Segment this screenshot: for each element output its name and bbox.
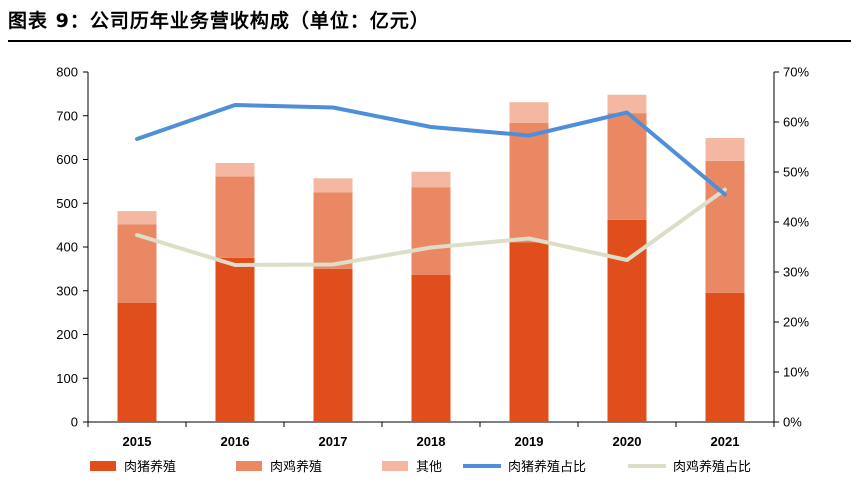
line-pork-share (135, 103, 727, 197)
chart-title: 图表 9：公司历年业务营收构成（单位：亿元） (8, 10, 430, 32)
bar-pork (313, 268, 353, 422)
legend: 肉猪养殖 肉鸡养殖 其他 肉猪养殖占比 肉鸡养殖占比 (90, 459, 751, 475)
bar-other (607, 94, 647, 114)
right-tick-label: 10% (783, 365, 809, 380)
left-tick-label: 600 (56, 152, 78, 167)
left-tick-label: 0 (71, 415, 78, 430)
right-tick-label: 40% (783, 215, 809, 230)
left-tick-label: 200 (56, 327, 78, 342)
bar-other (117, 211, 157, 225)
right-tick-label: 70% (783, 65, 809, 80)
legend-pork-label: 肉猪养殖 (124, 459, 176, 475)
right-tick-label: 60% (783, 115, 809, 130)
bar-other (215, 163, 255, 177)
axes: 0 100 200 300 400 500 600 700 800 0% 10% 20% 30% 40% 5… (56, 65, 809, 450)
legend-pork: 肉猪养殖 (90, 459, 176, 475)
left-tick-label: 300 (56, 283, 78, 298)
bars (117, 94, 745, 422)
left-tick-label: 400 (56, 240, 78, 255)
bar-pork (215, 257, 255, 422)
left-tick-label: 800 (56, 65, 78, 80)
lines (135, 103, 727, 267)
bar-other (313, 178, 353, 193)
bar-chicken (215, 176, 255, 258)
legend-chicken-label: 肉鸡养殖 (270, 459, 322, 475)
bar-chicken (411, 187, 451, 275)
line-chicken-share (135, 187, 727, 267)
legend-other: 其他 (382, 460, 442, 475)
legend-other-label: 其他 (416, 460, 442, 475)
left-tick-label: 700 (56, 108, 78, 123)
legend-chicken-swatch (236, 461, 262, 471)
bar-chicken (313, 192, 353, 269)
x-tick-label: 2020 (613, 434, 642, 449)
bar-pork (705, 292, 745, 422)
bar-pork (509, 242, 549, 422)
left-tick-label: 500 (56, 196, 78, 211)
bar-other (705, 138, 745, 161)
bar-pork (117, 303, 157, 422)
legend-pork-share: 肉猪养殖占比 (463, 459, 586, 475)
title-rule (8, 40, 851, 42)
x-tick-label: 2017 (319, 434, 348, 449)
x-tick-label: 2016 (221, 434, 250, 449)
bar-pork (411, 275, 451, 422)
left-tick-label: 100 (56, 371, 78, 386)
x-tick-label: 2015 (123, 434, 152, 449)
legend-chicken-share: 肉鸡养殖占比 (628, 459, 751, 475)
right-tick-label: 30% (783, 265, 809, 280)
legend-chicken: 肉鸡养殖 (236, 459, 322, 475)
right-tick-label: 0% (783, 415, 802, 430)
bar-other (411, 171, 451, 188)
legend-pork-swatch (90, 461, 116, 471)
legend-other-swatch (382, 461, 408, 471)
x-tick-label: 2019 (515, 434, 544, 449)
legend-pork-share-label: 肉猪养殖占比 (508, 459, 586, 475)
x-tick-label: 2021 (711, 434, 740, 449)
bar-chicken (607, 113, 647, 220)
right-tick-label: 20% (783, 315, 809, 330)
right-tick-label: 50% (783, 165, 809, 180)
legend-chicken-share-label: 肉鸡养殖占比 (673, 459, 751, 475)
bar-chicken (509, 122, 549, 243)
bar-other (509, 102, 549, 123)
bar-pork (607, 219, 647, 422)
x-tick-label: 2018 (417, 434, 446, 449)
